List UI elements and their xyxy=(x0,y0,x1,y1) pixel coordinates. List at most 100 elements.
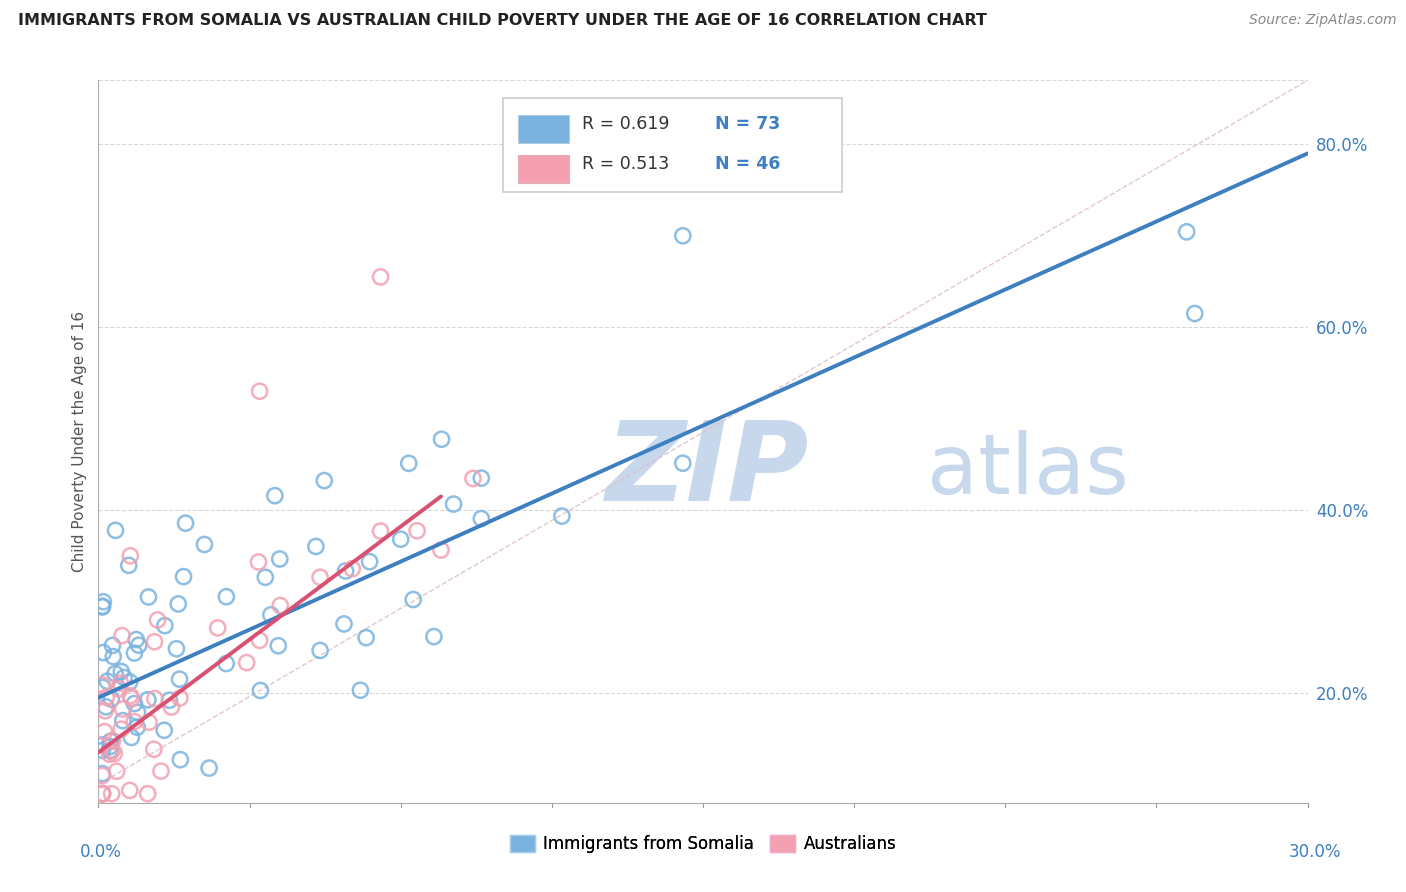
Point xyxy=(1175,225,1198,239)
Point xyxy=(105,764,128,779)
Point xyxy=(249,683,271,698)
Point xyxy=(91,599,114,614)
Text: N = 46: N = 46 xyxy=(716,155,780,173)
Point xyxy=(335,564,357,578)
Point xyxy=(254,570,277,584)
Point xyxy=(153,723,176,738)
Point xyxy=(100,787,122,801)
Point xyxy=(91,646,114,660)
Point xyxy=(111,714,134,728)
Point xyxy=(100,692,122,706)
Point xyxy=(96,674,118,689)
Point xyxy=(104,524,127,538)
Point xyxy=(91,787,114,801)
Point xyxy=(423,630,446,644)
Point xyxy=(142,742,165,756)
Point xyxy=(263,489,285,503)
FancyBboxPatch shape xyxy=(517,115,568,143)
Point xyxy=(124,646,146,660)
Point xyxy=(153,618,176,632)
Point xyxy=(359,555,381,569)
Point xyxy=(149,764,172,778)
Point xyxy=(138,715,160,730)
Legend: Immigrants from Somalia, Australians: Immigrants from Somalia, Australians xyxy=(503,828,903,860)
Point xyxy=(101,733,124,747)
Text: R = 0.513: R = 0.513 xyxy=(582,155,669,173)
Point xyxy=(108,681,131,696)
Point xyxy=(249,384,271,399)
Point xyxy=(91,787,114,801)
Point xyxy=(91,787,114,801)
Point xyxy=(127,720,149,734)
Text: atlas: atlas xyxy=(927,430,1129,511)
Point xyxy=(91,743,114,757)
Point xyxy=(120,549,142,563)
Text: Source: ZipAtlas.com: Source: ZipAtlas.com xyxy=(1249,13,1396,28)
Point xyxy=(94,704,117,718)
Point xyxy=(349,683,371,698)
Point xyxy=(260,607,283,622)
Point xyxy=(91,787,114,801)
Point xyxy=(333,617,356,632)
Point xyxy=(269,599,291,613)
Point xyxy=(125,632,148,647)
Point xyxy=(124,697,146,711)
Point xyxy=(249,633,271,648)
Point xyxy=(121,691,143,706)
Point xyxy=(305,540,328,554)
Point xyxy=(430,543,453,558)
Point xyxy=(406,524,429,538)
Point xyxy=(402,592,425,607)
Point xyxy=(127,706,149,720)
Point xyxy=(120,731,142,745)
Point xyxy=(143,634,166,648)
FancyBboxPatch shape xyxy=(503,98,842,193)
Text: 30.0%: 30.0% xyxy=(1288,843,1341,861)
Point xyxy=(342,561,364,575)
Point xyxy=(470,471,492,485)
Point xyxy=(267,639,290,653)
Point xyxy=(118,558,141,573)
Text: 0.0%: 0.0% xyxy=(80,843,122,861)
Point xyxy=(269,552,291,566)
Point xyxy=(111,629,134,643)
Point xyxy=(104,666,127,681)
Point xyxy=(138,590,160,604)
Point xyxy=(136,787,159,801)
Text: R = 0.619: R = 0.619 xyxy=(582,115,669,133)
Point xyxy=(111,702,134,716)
Point xyxy=(143,691,166,706)
Text: IMMIGRANTS FROM SOMALIA VS AUSTRALIAN CHILD POVERTY UNDER THE AGE OF 16 CORRELAT: IMMIGRANTS FROM SOMALIA VS AUSTRALIAN CH… xyxy=(18,13,987,29)
Point xyxy=(136,692,159,706)
Point xyxy=(672,228,695,243)
Point xyxy=(165,641,187,656)
Point xyxy=(118,783,141,797)
Point xyxy=(309,643,332,657)
Point xyxy=(128,638,150,652)
Point xyxy=(103,747,125,761)
Point xyxy=(169,672,191,686)
Text: N = 73: N = 73 xyxy=(716,115,780,133)
Point xyxy=(247,555,270,569)
Point xyxy=(91,738,114,752)
Point xyxy=(91,678,114,692)
Point xyxy=(198,761,221,775)
Point xyxy=(309,570,332,584)
Point xyxy=(120,689,142,703)
Point xyxy=(118,675,141,690)
Point xyxy=(173,569,195,583)
Point xyxy=(146,613,169,627)
Point xyxy=(551,509,574,524)
Y-axis label: Child Poverty Under the Age of 16: Child Poverty Under the Age of 16 xyxy=(72,311,87,572)
Point xyxy=(461,471,484,485)
Point xyxy=(112,671,135,685)
Point xyxy=(207,621,229,635)
Point xyxy=(93,595,115,609)
Point xyxy=(1184,306,1206,320)
Point xyxy=(398,456,420,470)
Point xyxy=(174,516,197,531)
Point xyxy=(91,599,114,614)
Point xyxy=(370,269,392,284)
Point xyxy=(193,537,215,551)
Point xyxy=(96,690,118,705)
